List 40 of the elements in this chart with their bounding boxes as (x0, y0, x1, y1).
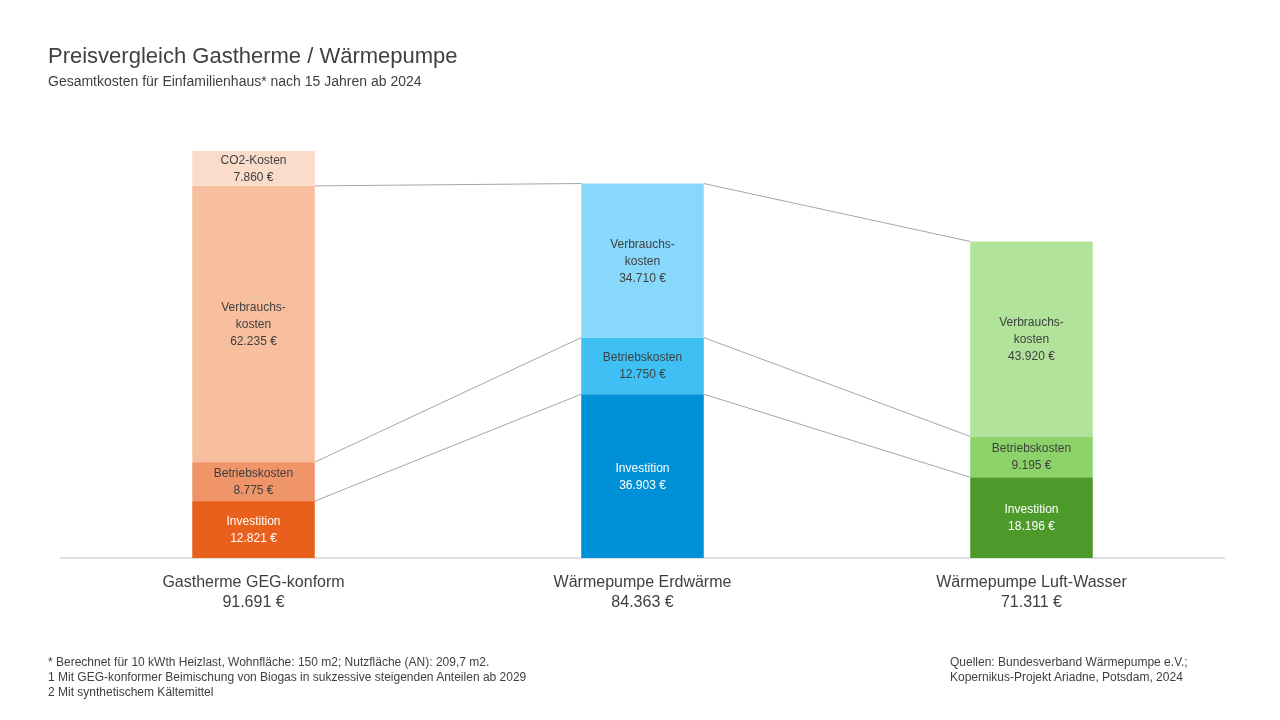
series-label: Verbrauchs-kosten (221, 300, 286, 332)
series-label: Betriebskosten (213, 466, 294, 481)
x-tick-label: Wärmepumpe Luft-Wasser (936, 573, 1128, 590)
bar (581, 183, 704, 338)
bar (970, 477, 1093, 558)
total-label: 71.311 € (1000, 593, 1063, 610)
text: 2 Mit synthetischem Kältemittel (48, 685, 214, 699)
text: Verbrauchs-kosten (610, 236, 675, 268)
data-label: 43.920 € (1008, 348, 1056, 363)
text: * Berechnet für 10 kWth Heizlast, Wohnfläche: 150 m2; Nutzfläche (AN): 209,7 m2. (48, 655, 490, 669)
data-label: 12.750 € (619, 367, 667, 382)
data-label: 34.710 € (619, 270, 667, 285)
text: Verbrauchs-kosten (999, 314, 1064, 346)
text: Kopernikus-Projekt Ariadne, Potsdam, 2024 (950, 670, 1184, 684)
text: Investition (615, 460, 670, 475)
text: Investition (1004, 502, 1059, 517)
text: 1 Mit GEG-konformer Beimischung von Biogas in sukzessive steigenden Anteilen ab 2029 (48, 670, 527, 684)
bar (581, 337, 704, 395)
total-label: 91.691 € (222, 593, 285, 610)
x-tick-label: Wärmepumpe Erdwärme (553, 573, 732, 590)
data-label: 62.235 € (230, 334, 278, 349)
bar (192, 501, 315, 558)
data-label: 12.821 € (230, 531, 278, 546)
text: Betriebskosten (991, 441, 1072, 456)
text: Betriebskosten (602, 350, 683, 365)
total-label: 84.363 € (611, 593, 674, 610)
data-label: 9.195 € (1011, 458, 1052, 473)
data-label: 36.903 € (619, 477, 667, 492)
bar (970, 241, 1093, 437)
data-label: 7.860 € (233, 169, 274, 184)
bar (581, 394, 704, 558)
data-label: 8.775 € (233, 483, 274, 498)
source-note: Quellen: Bundesverband Wärmepumpe e.V.; (950, 655, 1188, 669)
chart-title: Preisvergleich Gastherme / Wärmepumpe (48, 43, 458, 68)
series-label: CO2-Kosten (220, 152, 287, 167)
series-label: Investition (226, 514, 281, 529)
x-tick-label: Gastherme GEG-konform (162, 573, 345, 590)
bar (192, 185, 315, 463)
data-label: 18.196 € (1008, 519, 1056, 534)
chart-subtitle: Gesamtkosten für Einfamilienhaus* nach 15 Jahren ab 2024 (48, 73, 422, 89)
